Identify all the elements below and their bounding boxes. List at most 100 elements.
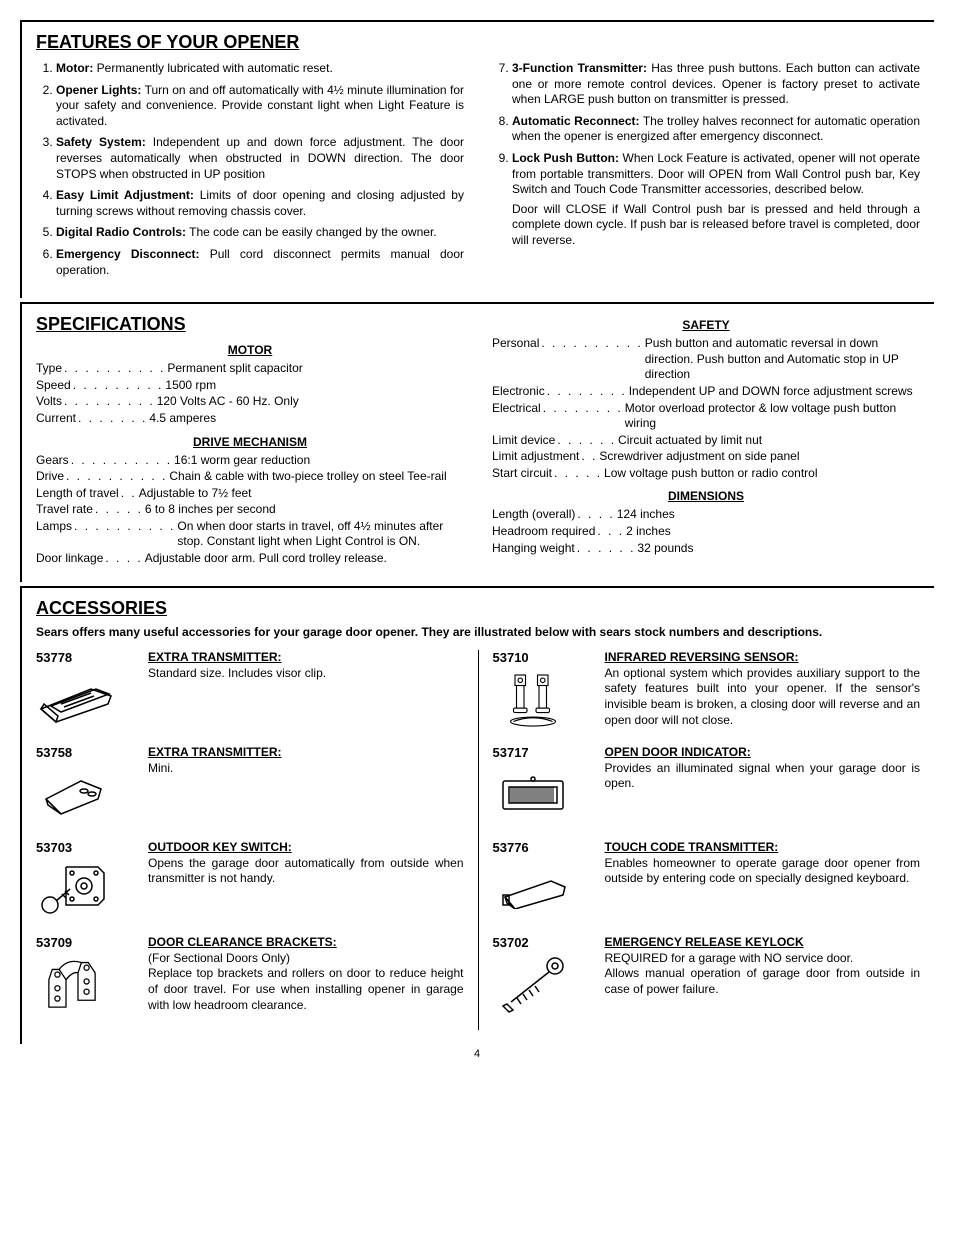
accessory-title: EXTRA TRANSMITTER: — [148, 650, 282, 664]
spec-row: Travel rate. . . . . 6 to 8 inches per s… — [36, 502, 464, 518]
accessory-description: OPEN DOOR INDICATOR:Provides an illumina… — [605, 745, 921, 824]
spec-value: Independent UP and DOWN force adjustment… — [629, 384, 920, 400]
accessory-sku: 53702 — [493, 935, 593, 950]
spec-row: Headroom required. . . 2 inches — [492, 524, 920, 540]
accessory-item: 53717 OPEN DOOR INDICATOR:Provides an ill… — [493, 745, 921, 824]
spec-row: Length (overall). . . . 124 inches — [492, 507, 920, 523]
accessory-title: INFRARED REVERSING SENSOR: — [605, 650, 799, 664]
accessory-item: 53710 INFRARED REVERSING SENSOR:An option… — [493, 650, 921, 729]
spec-row: Current. . . . . . . 4.5 amperes — [36, 411, 464, 427]
spec-label: Gears — [36, 453, 69, 469]
spec-label: Drive — [36, 469, 64, 485]
spec-row: Limit adjustment. . Screwdriver adjustme… — [492, 449, 920, 465]
accessory-sku: 53710 — [493, 650, 593, 665]
spec-value: Chain & cable with two-piece trolley on … — [169, 469, 464, 485]
motor-subheading: MOTOR — [36, 343, 464, 357]
features-heading: FEATURES OF YOUR OPENER — [36, 32, 920, 53]
specs-heading: SPECIFICATIONS — [36, 314, 464, 335]
page-number: 4 — [20, 1048, 934, 1060]
features-list-right: 3-Function Transmitter: Has three push b… — [492, 61, 920, 249]
spec-label: Travel rate — [36, 502, 93, 518]
accessories-section: ACCESSORIES Sears offers many useful acc… — [20, 586, 934, 1045]
accessory-sku: 53758 — [36, 745, 136, 760]
spec-row: Speed. . . . . . . . . 1500 rpm — [36, 378, 464, 394]
accessory-sku: 53776 — [493, 840, 593, 855]
spec-label: Personal — [492, 336, 539, 352]
keypad-icon — [493, 859, 573, 919]
spec-label: Headroom required — [492, 524, 595, 540]
spec-value: On when door starts in travel, off 4½ mi… — [177, 519, 464, 550]
spec-value: Adjustable to 7½ feet — [139, 486, 464, 502]
spec-label: Electrical — [492, 401, 541, 417]
spec-value: 124 inches — [617, 507, 920, 523]
safety-subheading: SAFETY — [492, 318, 920, 332]
remote-large-icon — [36, 669, 116, 729]
accessory-sku: 53717 — [493, 745, 593, 760]
spec-row: Electronic. . . . . . . . Independent UP… — [492, 384, 920, 400]
keylock-icon — [493, 954, 573, 1014]
spec-label: Current — [36, 411, 76, 427]
accessory-sku: 53703 — [36, 840, 136, 855]
accessory-item: 53703 OUTDOOR KEY SWITCH:Opens the garage… — [36, 840, 464, 919]
accessory-item: 53709 DOOR CLEARANCE BRACKETS:(For Sectio… — [36, 935, 464, 1014]
spec-label: Hanging weight — [492, 541, 575, 557]
accessory-title: EXTRA TRANSMITTER: — [148, 745, 282, 759]
spec-value: 32 pounds — [637, 541, 920, 557]
spec-row: Personal. . . . . . . . . . Push button … — [492, 336, 920, 383]
spec-value: Circuit actuated by limit nut — [618, 433, 920, 449]
indicator-icon — [493, 764, 573, 824]
accessory-description: EMERGENCY RELEASE KEYLOCKREQUIRED for a … — [605, 935, 921, 1014]
accessory-description: EXTRA TRANSMITTER:Standard size. Include… — [148, 650, 464, 729]
spec-value: Low voltage push button or radio control — [604, 466, 920, 482]
spec-value: Permanent split capacitor — [167, 361, 464, 377]
ir-sensor-icon — [493, 669, 573, 729]
accessory-description: OUTDOOR KEY SWITCH:Opens the garage door… — [148, 840, 464, 919]
dimensions-subheading: DIMENSIONS — [492, 489, 920, 503]
spec-label: Door linkage — [36, 551, 103, 567]
spec-row: Electrical. . . . . . . . Motor overload… — [492, 401, 920, 432]
spec-value: 2 inches — [626, 524, 920, 540]
accessory-title: TOUCH CODE TRANSMITTER: — [605, 840, 779, 854]
spec-value: Push button and automatic reversal in do… — [645, 336, 920, 383]
spec-value: 120 Volts AC - 60 Hz. Only — [157, 394, 464, 410]
spec-label: Volts — [36, 394, 62, 410]
spec-row: Volts. . . . . . . . . 120 Volts AC - 60… — [36, 394, 464, 410]
key-switch-icon — [36, 859, 116, 919]
spec-row: Gears. . . . . . . . . . 16:1 worm gear … — [36, 453, 464, 469]
spec-row: Limit device. . . . . . Circuit actuated… — [492, 433, 920, 449]
accessory-title: OPEN DOOR INDICATOR: — [605, 745, 751, 759]
accessory-sku: 53709 — [36, 935, 136, 950]
accessory-description: INFRARED REVERSING SENSOR:An optional sy… — [605, 650, 921, 729]
spec-value: 6 to 8 inches per second — [145, 502, 464, 518]
spec-row: Length of travel. . Adjustable to 7½ fee… — [36, 486, 464, 502]
accessory-sku: 53778 — [36, 650, 136, 665]
spec-label: Start circuit — [492, 466, 552, 482]
features-list-left: Motor: Permanently lubricated with autom… — [36, 61, 464, 278]
spec-row: Door linkage. . . . Adjustable door arm.… — [36, 551, 464, 567]
accessory-description: TOUCH CODE TRANSMITTER:Enables homeowner… — [605, 840, 921, 919]
spec-value: 4.5 amperes — [149, 411, 464, 427]
spec-row: Start circuit. . . . . Low voltage push … — [492, 466, 920, 482]
spec-label: Type — [36, 361, 62, 377]
accessory-title: EMERGENCY RELEASE KEYLOCK — [605, 935, 804, 949]
features-section: FEATURES OF YOUR OPENER Motor: Permanent… — [20, 20, 934, 298]
spec-label: Electronic — [492, 384, 545, 400]
accessory-item: 53758 EXTRA TRANSMITTER:Mini. — [36, 745, 464, 824]
accessory-description: EXTRA TRANSMITTER:Mini. — [148, 745, 464, 824]
accessory-title: OUTDOOR KEY SWITCH: — [148, 840, 292, 854]
spec-label: Limit device — [492, 433, 555, 449]
accessories-intro: Sears offers many useful accessories for… — [36, 625, 920, 641]
accessory-item: 53778 EXTRA TRANSMITTER:Standard size. In… — [36, 650, 464, 729]
accessory-item: 53702 EMERGENCY RELEASE KEYLOCKREQUIRED f… — [493, 935, 921, 1014]
spec-value: Motor overload protector & low voltage p… — [625, 401, 920, 432]
spec-row: Drive. . . . . . . . . . Chain & cable w… — [36, 469, 464, 485]
accessory-description: DOOR CLEARANCE BRACKETS:(For Sectional D… — [148, 935, 464, 1014]
brackets-icon — [36, 954, 116, 1014]
spec-label: Length (overall) — [492, 507, 575, 523]
spec-value: Screwdriver adjustment on side panel — [599, 449, 920, 465]
spec-value: 16:1 worm gear reduction — [174, 453, 464, 469]
remote-mini-icon — [36, 764, 116, 824]
spec-label: Length of travel — [36, 486, 119, 502]
spec-label: Speed — [36, 378, 71, 394]
spec-label: Lamps — [36, 519, 72, 535]
